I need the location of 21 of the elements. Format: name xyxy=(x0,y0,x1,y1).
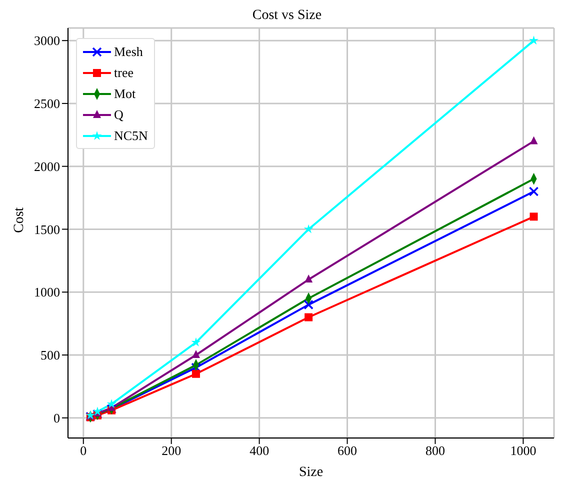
y-tick-label: 3000 xyxy=(34,33,60,48)
y-tick-label: 2000 xyxy=(34,158,60,174)
x-tick-label: 1000 xyxy=(510,443,536,458)
legend-label: Mesh xyxy=(114,44,143,60)
legend-label: tree xyxy=(114,64,134,80)
x-tick-label: 400 xyxy=(250,443,270,458)
y-axis-title: Cost xyxy=(12,207,27,233)
y-tick-label: 1000 xyxy=(34,284,60,300)
legend-label: Q xyxy=(114,106,124,122)
y-tick-label: 1500 xyxy=(34,222,60,237)
x-axis-title: Size xyxy=(298,465,324,480)
legend-label: NC5N xyxy=(114,128,148,144)
x-tick-label: 800 xyxy=(426,443,445,458)
x-tick-label: 200 xyxy=(162,443,182,458)
x-tick-label: 600 xyxy=(338,443,358,458)
y-tick-label: 0 xyxy=(54,410,60,426)
chart-title: Cost vs Size xyxy=(251,8,323,25)
y-tick-label: 2500 xyxy=(34,96,60,112)
y-tick-label: 500 xyxy=(40,348,60,363)
legend-label: Mot xyxy=(114,86,136,102)
x-tick-label: 0 xyxy=(80,443,87,458)
